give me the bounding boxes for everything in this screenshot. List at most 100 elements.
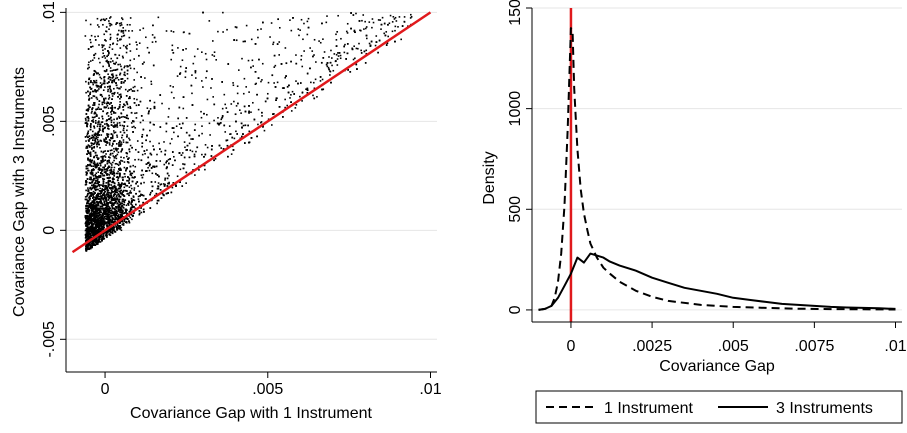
scatter-point: [289, 97, 291, 99]
scatter-point: [153, 149, 155, 151]
scatter-point: [102, 110, 104, 112]
scatter-point: [123, 207, 125, 209]
scatter-point: [91, 135, 93, 137]
scatter-point: [87, 158, 89, 160]
scatter-point: [87, 226, 89, 228]
scatter-point: [244, 41, 246, 43]
scatter-point: [226, 140, 228, 142]
scatter-point: [93, 179, 95, 181]
scatter-point: [192, 151, 194, 153]
scatter-point: [164, 185, 166, 187]
scatter-point: [381, 24, 383, 26]
scatter-point: [350, 28, 352, 30]
scatter-point: [111, 122, 113, 124]
scatter-point: [95, 109, 97, 111]
scatter-point: [151, 167, 153, 169]
scatter-point: [94, 142, 96, 144]
scatter-point: [116, 194, 118, 196]
scatter-point: [181, 154, 183, 156]
scatter-point: [101, 96, 103, 98]
scatter-point: [101, 188, 103, 190]
scatter-point: [122, 179, 124, 181]
scatter-point: [394, 41, 396, 43]
scatter-point: [158, 200, 160, 202]
scatter-point: [87, 178, 89, 180]
scatter-point: [85, 122, 87, 124]
scatter-point: [324, 51, 326, 53]
scatter-point: [89, 78, 91, 80]
scatter-point: [159, 126, 161, 128]
scatter-point: [177, 175, 179, 177]
scatter-point: [94, 139, 96, 141]
scatter-point: [92, 181, 94, 183]
scatter-point: [186, 117, 188, 119]
scatter-point: [126, 101, 128, 103]
scatter-point: [86, 181, 88, 183]
scatter-point: [134, 102, 136, 104]
scatter-point: [131, 200, 133, 202]
scatter-point: [297, 83, 299, 85]
scatter-point: [114, 107, 116, 109]
scatter-point: [192, 138, 194, 140]
scatter-point: [206, 114, 208, 116]
scatter-point: [139, 214, 141, 216]
scatter-point: [347, 52, 349, 54]
scatter-point: [385, 35, 387, 37]
scatter-point: [89, 230, 91, 232]
scatter-point: [117, 148, 119, 150]
scatter-point: [117, 154, 119, 156]
scatter-point: [139, 210, 141, 212]
scatter-point: [90, 216, 92, 218]
scatter-point: [141, 115, 143, 117]
scatter-point: [160, 189, 162, 191]
scatter-point: [100, 190, 102, 192]
scatter-point: [177, 136, 179, 138]
scatter-point: [88, 99, 90, 101]
scatter-point: [124, 176, 126, 178]
scatter-point: [103, 181, 105, 183]
scatter-point: [258, 77, 260, 79]
scatter-point: [136, 48, 138, 50]
scatter-point: [91, 210, 93, 212]
scatter-point: [166, 160, 168, 162]
scatter-point: [187, 145, 189, 147]
scatter-point: [88, 140, 90, 142]
scatter-point: [94, 244, 96, 246]
scatter-point: [275, 86, 277, 88]
scatter-point: [127, 78, 129, 80]
scatter-point: [97, 108, 99, 110]
scatter-point: [86, 222, 88, 224]
scatter-point: [101, 240, 103, 242]
scatter-point: [130, 190, 132, 192]
scatter-point: [107, 150, 109, 152]
scatter-point: [110, 91, 112, 93]
scatter-point: [110, 102, 112, 104]
scatter-point: [255, 71, 257, 73]
scatter-point: [118, 168, 120, 170]
scatter-point: [191, 74, 193, 76]
scatter-point: [106, 218, 108, 220]
scatter-points: [85, 12, 413, 252]
scatter-point: [92, 215, 94, 217]
scatter-point: [97, 195, 99, 197]
scatter-point: [119, 222, 121, 224]
scatter-point: [92, 107, 94, 109]
scatter-point: [119, 161, 121, 163]
scatter-point: [115, 188, 117, 190]
scatter-point: [174, 160, 176, 162]
scatter-point: [119, 73, 121, 75]
scatter-point: [379, 19, 381, 21]
scatter-point: [235, 113, 237, 115]
scatter-gridlines: [66, 12, 437, 339]
scatter-point: [155, 173, 157, 175]
scatter-point: [233, 39, 235, 41]
scatter-point: [130, 208, 132, 210]
scatter-point: [125, 190, 127, 192]
scatter-point: [340, 55, 342, 57]
scatter-point: [156, 166, 158, 168]
scatter-point: [285, 75, 287, 77]
scatter-point: [244, 142, 246, 144]
scatter-point: [130, 88, 132, 90]
scatter-point: [163, 194, 165, 196]
scatter-point: [87, 187, 89, 189]
